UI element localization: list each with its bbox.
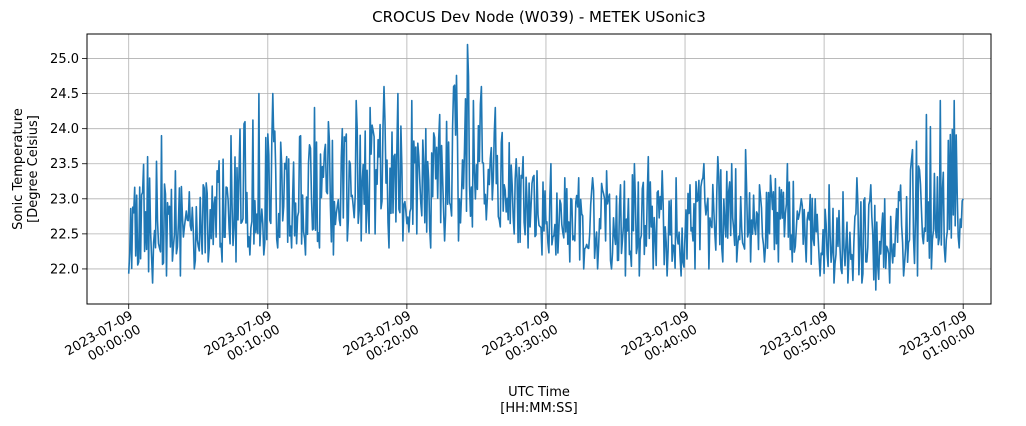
x-axis-title-line: [HH:MM:SS]: [500, 401, 577, 416]
y-tick-label: 23.0: [50, 192, 79, 207]
y-tick-label: 24.5: [50, 87, 79, 102]
y-tick-label: 24.0: [50, 122, 79, 137]
y-axis: 22.0 22.5 23.0 23.5 24.0 24.5 25.0: [50, 52, 87, 277]
y-axis-title-line: [Degree Celsius]: [26, 115, 41, 223]
y-tick-label: 22.0: [50, 262, 79, 277]
plot-area: [127, 43, 964, 291]
y-tick-label: 23.5: [50, 157, 79, 172]
chart-title: CROCUS Dev Node (W039) - METEK USonic3: [372, 8, 706, 26]
y-tick-label: 25.0: [50, 52, 79, 67]
axes-frame: [86, 33, 992, 305]
y-axis-title: Sonic Temperature[Degree Celsius]: [11, 108, 41, 230]
series-line: [127, 43, 964, 291]
x-axis-title-line: UTC Time: [508, 385, 570, 400]
y-axis-title-line: Sonic Temperature: [11, 108, 26, 230]
x-axis-title: UTC Time [HH:MM:SS]: [500, 385, 577, 416]
y-tick-label: 22.5: [50, 227, 79, 242]
